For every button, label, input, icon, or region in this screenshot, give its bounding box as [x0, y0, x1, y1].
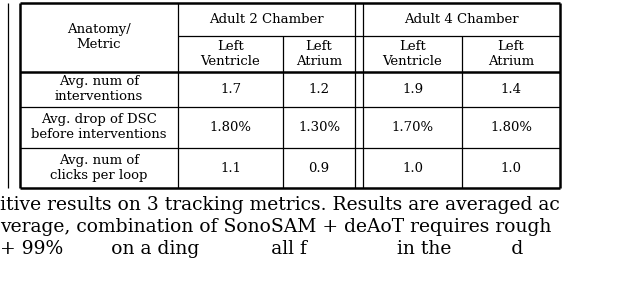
Text: Left
Atrium: Left Atrium	[296, 40, 342, 68]
Text: Adult 2 Chamber: Adult 2 Chamber	[209, 13, 324, 26]
Text: 1.1: 1.1	[220, 161, 241, 175]
Text: 0.9: 0.9	[308, 161, 330, 175]
Text: 1.0: 1.0	[500, 161, 522, 175]
Text: Avg. num of
interventions: Avg. num of interventions	[55, 76, 143, 103]
Text: verage, combination of SonoSAM + deAoT requires rough: verage, combination of SonoSAM + deAoT r…	[0, 218, 552, 236]
Text: 1.2: 1.2	[308, 83, 330, 96]
Text: Adult 4 Chamber: Adult 4 Chamber	[404, 13, 519, 26]
Text: + 99%        on a ding            all f               in the          d: + 99% on a ding all f in the d	[0, 240, 524, 258]
Text: 1.30%: 1.30%	[298, 121, 340, 134]
Text: 1.0: 1.0	[402, 161, 423, 175]
Text: Left
Ventricle: Left Ventricle	[383, 40, 442, 68]
Text: 1.80%: 1.80%	[490, 121, 532, 134]
Text: 1.7: 1.7	[220, 83, 241, 96]
Text: 1.70%: 1.70%	[392, 121, 433, 134]
Text: itive results on 3 tracking metrics. Results are averaged ac: itive results on 3 tracking metrics. Res…	[0, 196, 560, 214]
Text: 1.80%: 1.80%	[209, 121, 252, 134]
Text: Avg. drop of DSC
before interventions: Avg. drop of DSC before interventions	[31, 114, 167, 141]
Text: Avg. num of
clicks per loop: Avg. num of clicks per loop	[51, 154, 148, 182]
Text: Left
Ventricle: Left Ventricle	[200, 40, 260, 68]
Text: Anatomy/
Metric: Anatomy/ Metric	[67, 24, 131, 51]
Text: 1.9: 1.9	[402, 83, 423, 96]
Text: Left
Atrium: Left Atrium	[488, 40, 534, 68]
Text: 1.4: 1.4	[500, 83, 522, 96]
